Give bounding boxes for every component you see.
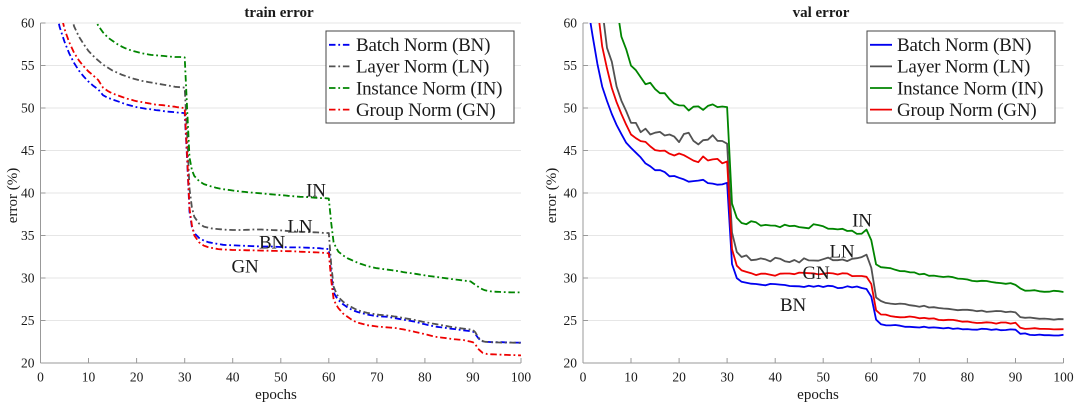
svg-text:GN: GN: [802, 263, 830, 284]
svg-text:100: 100: [511, 370, 532, 385]
svg-text:30: 30: [564, 271, 578, 286]
svg-text:30: 30: [720, 370, 734, 385]
svg-text:35: 35: [21, 228, 35, 243]
svg-text:30: 30: [178, 370, 192, 385]
svg-text:25: 25: [21, 313, 35, 328]
svg-text:Group Norm (GN): Group Norm (GN): [356, 100, 495, 121]
svg-text:epochs: epochs: [255, 387, 297, 402]
svg-text:10: 10: [624, 370, 638, 385]
svg-text:LN: LN: [288, 216, 313, 237]
svg-text:train error: train error: [244, 5, 314, 21]
svg-text:45: 45: [564, 143, 578, 158]
svg-text:50: 50: [274, 370, 288, 385]
svg-text:100: 100: [1053, 370, 1074, 385]
svg-text:40: 40: [768, 370, 782, 385]
svg-text:90: 90: [1009, 370, 1023, 385]
svg-text:50: 50: [564, 101, 578, 116]
svg-text:epochs: epochs: [797, 387, 839, 402]
svg-text:20: 20: [564, 356, 578, 371]
svg-text:40: 40: [226, 370, 240, 385]
svg-text:50: 50: [21, 101, 35, 116]
svg-text:90: 90: [466, 370, 480, 385]
svg-text:35: 35: [564, 228, 578, 243]
svg-text:20: 20: [130, 370, 144, 385]
svg-text:50: 50: [816, 370, 830, 385]
svg-text:60: 60: [21, 16, 35, 31]
svg-text:80: 80: [418, 370, 432, 385]
svg-text:error (%): error (%): [544, 168, 560, 223]
svg-text:25: 25: [564, 313, 578, 328]
svg-text:IN: IN: [306, 180, 326, 201]
svg-text:45: 45: [21, 143, 35, 158]
svg-text:40: 40: [564, 186, 578, 201]
svg-text:80: 80: [961, 370, 975, 385]
svg-text:60: 60: [322, 370, 336, 385]
svg-text:LN: LN: [830, 241, 855, 262]
svg-text:20: 20: [21, 356, 35, 371]
svg-text:55: 55: [564, 58, 578, 73]
svg-text:BN: BN: [780, 295, 806, 316]
svg-text:Layer Norm (LN): Layer Norm (LN): [897, 57, 1030, 78]
svg-text:20: 20: [672, 370, 686, 385]
svg-text:Batch Norm (BN): Batch Norm (BN): [356, 35, 490, 56]
svg-text:60: 60: [564, 16, 578, 31]
svg-text:Group Norm (GN): Group Norm (GN): [897, 100, 1036, 121]
svg-text:IN: IN: [852, 210, 872, 231]
svg-text:70: 70: [913, 370, 927, 385]
svg-text:60: 60: [865, 370, 879, 385]
svg-text:GN: GN: [231, 256, 259, 277]
svg-text:0: 0: [37, 370, 44, 385]
svg-text:BN: BN: [259, 232, 285, 253]
svg-text:error (%): error (%): [5, 168, 21, 223]
svg-text:0: 0: [580, 370, 587, 385]
svg-text:val error: val error: [793, 5, 850, 21]
svg-text:40: 40: [21, 186, 35, 201]
svg-text:Instance Norm (IN): Instance Norm (IN): [356, 78, 502, 99]
svg-text:Layer Norm (LN): Layer Norm (LN): [356, 57, 489, 78]
svg-text:70: 70: [370, 370, 384, 385]
svg-text:55: 55: [21, 58, 35, 73]
svg-text:30: 30: [21, 271, 35, 286]
svg-text:Batch Norm (BN): Batch Norm (BN): [897, 35, 1031, 56]
svg-text:10: 10: [82, 370, 96, 385]
svg-text:Instance Norm (IN): Instance Norm (IN): [897, 78, 1043, 99]
